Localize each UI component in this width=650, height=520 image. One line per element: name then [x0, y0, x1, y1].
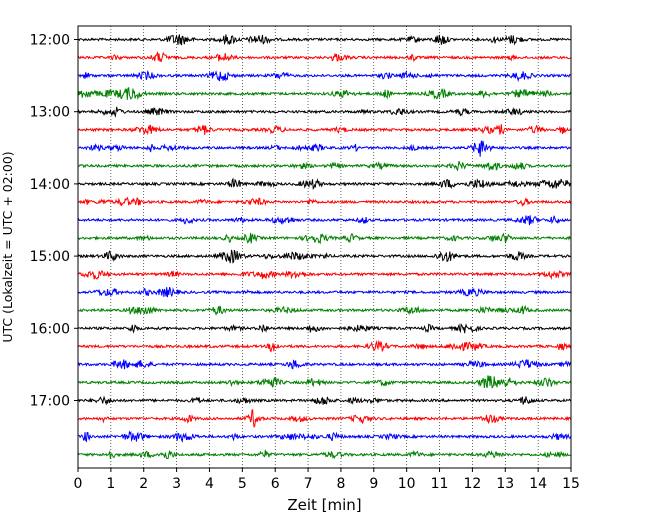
- x-tick-label: 11: [431, 476, 449, 492]
- trace-line: [77, 50, 572, 63]
- x-tick-label: 12: [463, 476, 481, 492]
- y-tick-label: 16:00: [30, 321, 70, 337]
- trace-line: [77, 449, 572, 460]
- trace-line: [77, 269, 572, 280]
- trace-line: [77, 304, 572, 316]
- trace-line: [77, 323, 572, 334]
- x-tick-label: 6: [271, 476, 280, 492]
- plot-frame: [77, 25, 572, 469]
- x-tick-label: 7: [304, 476, 313, 492]
- x-tick-label: 8: [336, 476, 345, 492]
- trace-line: [77, 339, 572, 353]
- trace-line: [77, 124, 572, 136]
- trace-line: [77, 395, 572, 406]
- trace-line: [77, 160, 572, 172]
- trace-line: [77, 430, 572, 443]
- trace-line: [77, 70, 572, 82]
- trace-line: [77, 249, 572, 264]
- x-tick-label: 13: [496, 476, 514, 492]
- x-axis-label: Zeit [min]: [287, 496, 361, 514]
- x-axis-ticks: 0 1 2 3 4 5 6 7 8 9 10 11 12 13 14 15: [74, 468, 580, 492]
- trace-line: [77, 215, 572, 226]
- x-tick-label: 15: [562, 476, 580, 492]
- y-axis-label: UTC (Lokalzeit = UTC + 02:00): [0, 151, 15, 342]
- trace-line: [77, 196, 572, 207]
- y-axis-ticks: 12:00 13:00 14:00 15:00 16:00 17:00: [30, 33, 78, 410]
- y-tick-label: 12:00: [30, 33, 70, 49]
- trace-line: [77, 106, 572, 118]
- y-tick-label: 15:00: [30, 249, 70, 265]
- x-tick-label: 5: [238, 476, 247, 492]
- trace-line: [77, 140, 572, 157]
- trace-line: [77, 232, 572, 245]
- x-tick-label: 1: [106, 476, 115, 492]
- x-tick-label: 4: [205, 476, 214, 492]
- trace-line: [77, 286, 572, 298]
- x-tick-label: 9: [369, 476, 378, 492]
- trace-line: [77, 177, 572, 191]
- x-tick-label: 14: [529, 476, 547, 492]
- trace-line: [77, 359, 572, 370]
- x-tick-label: 10: [398, 476, 416, 492]
- trace-line: [77, 87, 572, 101]
- y-tick-label: 14:00: [30, 177, 70, 193]
- y-tick-label: 17:00: [30, 394, 70, 410]
- seismic-traces: [77, 34, 572, 460]
- x-tick-label: 0: [74, 476, 83, 492]
- trace-line: [77, 375, 572, 389]
- y-tick-label: 13:00: [30, 105, 70, 121]
- trace-line: [77, 34, 572, 46]
- x-tick-label: 2: [139, 476, 148, 492]
- x-tick-label: 3: [172, 476, 181, 492]
- trace-line: [77, 408, 572, 429]
